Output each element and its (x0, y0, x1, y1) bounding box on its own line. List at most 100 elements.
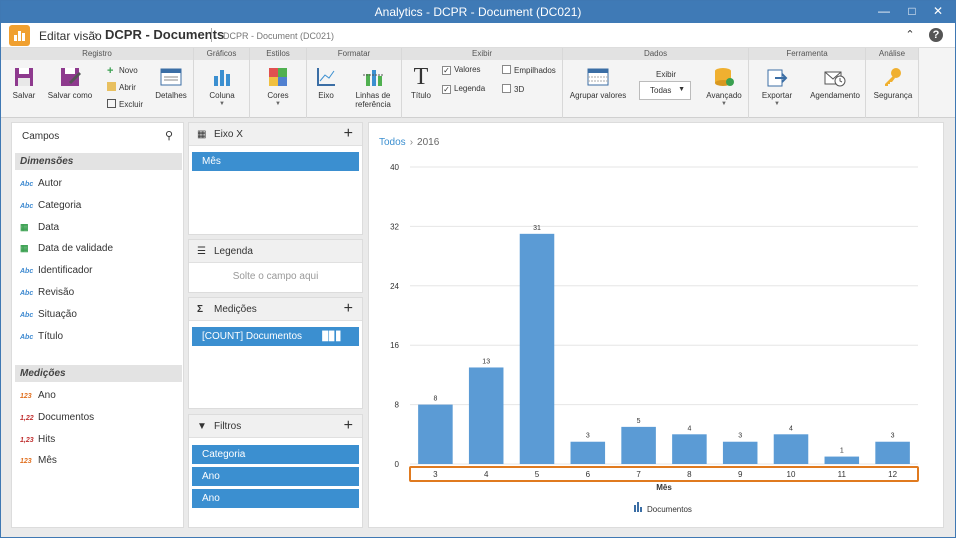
field-label: Identificador (38, 265, 93, 277)
ribbon-group-analise: Análise Segurança (866, 48, 919, 118)
new-label: Novo (119, 66, 138, 75)
delete-button[interactable]: Excluir (107, 99, 143, 109)
dimension-field-item[interactable]: Abc Autor (20, 178, 62, 189)
x-tick-label: 9 (738, 470, 743, 479)
y-tick-label: 24 (390, 282, 399, 291)
chevron-down-icon: ▼ (275, 101, 281, 107)
filter-chip[interactable]: Categoria (192, 445, 359, 464)
x-axis-field-chip[interactable]: Mês (192, 152, 359, 171)
checkbox-empty-icon (502, 65, 511, 74)
text-type-icon: Abc (20, 181, 34, 188)
filter-chip[interactable]: Ano (192, 467, 359, 486)
bar[interactable] (468, 367, 504, 464)
maximize-icon[interactable]: □ (908, 4, 916, 18)
plus-icon: + (107, 65, 114, 77)
app-header: Editar visão › DCPR - Documents DCPR - D… (1, 23, 955, 48)
open-button[interactable]: Abrir (107, 82, 136, 92)
bar[interactable] (519, 233, 555, 464)
checkbox-checked-icon: ✓ (442, 85, 451, 94)
help-icon[interactable]: ? (929, 28, 943, 42)
scheduling-label: Agendamento (810, 91, 860, 100)
group-values-label: Agrupar valores (569, 91, 627, 100)
bar[interactable] (418, 404, 453, 464)
dimension-field-item[interactable]: Abc Revisão (20, 287, 74, 298)
details-button[interactable]: Detalhes (153, 62, 189, 100)
axis-button[interactable]: Eixo (311, 62, 341, 100)
bar[interactable] (672, 434, 707, 464)
breadcrumb-root-link[interactable]: Todos (379, 137, 406, 148)
x-tick-label: 12 (888, 470, 897, 479)
key-icon (882, 66, 904, 88)
colors-button[interactable]: Cores ▼ (258, 62, 298, 107)
add-icon[interactable]: + (343, 300, 353, 317)
group-values-button[interactable]: Agrupar valores (567, 62, 629, 100)
new-button[interactable]: + Novo (107, 65, 138, 77)
field-label: Data de validade (38, 243, 114, 255)
field-label: Data (38, 221, 60, 233)
back-to-edit-view-link[interactable]: Editar visão (39, 29, 102, 43)
security-button[interactable]: Segurança (870, 62, 916, 100)
bar[interactable] (570, 441, 606, 464)
advanced-button[interactable]: Avançado ▼ (703, 62, 745, 107)
measure-field-item[interactable]: 123 Mês (20, 455, 57, 466)
dimension-field-item[interactable]: Abc Situação (20, 309, 77, 320)
chevron-right-icon: › (409, 137, 414, 148)
legend-checkbox[interactable]: ✓ Legenda (442, 84, 485, 94)
text-type-icon: Abc (20, 290, 34, 297)
title-bar: Analytics - DCPR - Document (DC021) — □ … (1, 1, 955, 23)
bar-value-label: 31 (533, 225, 541, 232)
search-icon[interactable]: ⚲ (164, 130, 173, 142)
bar-chart-icon[interactable]: ▉▊▋ (322, 331, 343, 341)
list-icon: ☰ (197, 246, 206, 257)
add-icon[interactable]: + (343, 417, 353, 434)
dimension-field-item[interactable]: Abc Categoria (20, 200, 81, 211)
title-button[interactable]: T Título (406, 62, 436, 100)
legend-icon (637, 502, 639, 512)
dimension-field-item[interactable]: Abc Título (20, 331, 63, 342)
stacked-checkbox[interactable]: Empilhados (502, 65, 556, 75)
filter-chip[interactable]: Ano (192, 489, 359, 508)
stacked-label: Empilhados (514, 66, 556, 75)
export-button[interactable]: Exportar ▼ (755, 62, 799, 107)
y-tick-label: 8 (395, 401, 400, 410)
values-checkbox[interactable]: ✓ Valores (442, 65, 481, 75)
ribbon-group-dados: Dados Agrupar valores Exibir Todas ▼ Avan… (563, 48, 749, 118)
page-subtitle: DCPR - Document (DC021) (223, 31, 335, 41)
fields-panel: Campos ⚲ Dimensões Abc Autor Abc Categoria ▦… (11, 122, 184, 528)
reference-lines-label-2: referência (355, 100, 391, 109)
bar[interactable] (722, 441, 758, 464)
dimension-field-item[interactable]: Abc Identificador (20, 265, 92, 276)
collapse-chevron-icon[interactable]: ⌃ (905, 29, 915, 41)
measure-field-item[interactable]: 1,22 Documentos (20, 412, 94, 423)
text-type-icon: Abc (20, 333, 34, 341)
display-select[interactable]: Todas ▼ (639, 81, 691, 100)
dimension-field-item[interactable]: ▦ Data (20, 222, 59, 233)
scheduling-button[interactable]: Agendamento (807, 62, 863, 100)
field-label: Ano (38, 390, 56, 401)
field-label: Categoria (38, 199, 82, 211)
group-label: Ferramenta (749, 48, 865, 60)
minimize-icon[interactable]: — (878, 4, 890, 18)
3d-checkbox[interactable]: 3D (502, 84, 524, 94)
field-label: Documentos (38, 411, 95, 423)
chart-breadcrumb: Todos › 2016 (379, 137, 439, 148)
color-palette-icon (267, 66, 289, 88)
reference-lines-button[interactable]: Linhas de referência (347, 62, 399, 109)
measure-field-chip[interactable]: [COUNT] Documentos ▉▊▋ (192, 327, 359, 346)
close-icon[interactable]: ✕ (932, 4, 944, 18)
chevron-down-icon: ▼ (721, 101, 727, 107)
bar[interactable] (824, 456, 860, 464)
save-as-button[interactable]: Salvar como (45, 62, 95, 100)
column-chart-button[interactable]: Coluna ▼ (202, 62, 242, 107)
dimension-field-item[interactable]: ▦ Data de validade (20, 243, 113, 254)
legend-dropzone[interactable]: Solte o campo aqui (232, 271, 319, 282)
add-icon[interactable]: + (343, 125, 353, 142)
bar[interactable] (773, 434, 809, 464)
bar[interactable] (875, 441, 910, 464)
axis-icon (315, 66, 337, 88)
measure-field-item[interactable]: 123 Ano (20, 390, 56, 401)
save-button[interactable]: Salvar (7, 62, 41, 100)
bar[interactable] (621, 426, 656, 464)
measure-field-item[interactable]: 1,23 Hits (20, 434, 55, 445)
